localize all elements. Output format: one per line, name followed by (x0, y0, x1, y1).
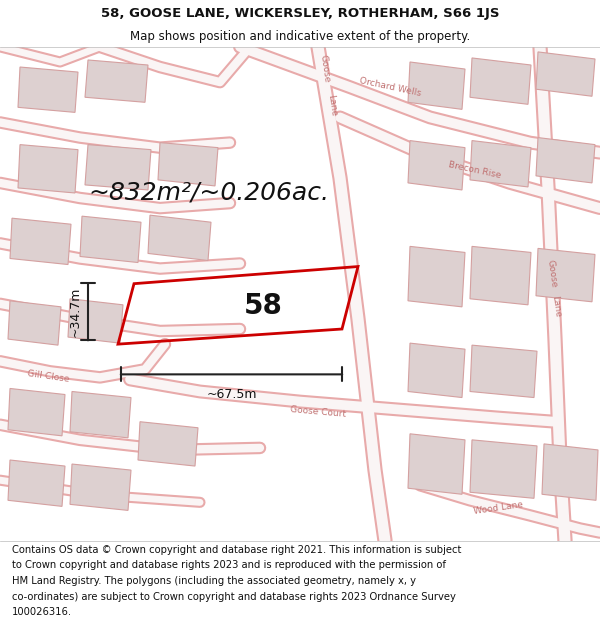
Polygon shape (408, 141, 465, 190)
Polygon shape (10, 218, 71, 264)
Text: Gill Close: Gill Close (26, 369, 70, 384)
Polygon shape (542, 444, 598, 501)
Polygon shape (470, 345, 537, 398)
Text: 100026316.: 100026316. (12, 608, 72, 618)
Text: ~832m²/~0.206ac.: ~832m²/~0.206ac. (88, 181, 329, 205)
Text: Lane: Lane (550, 296, 562, 318)
Polygon shape (85, 60, 148, 102)
Text: Goose: Goose (319, 54, 331, 84)
Text: Orchard Wells: Orchard Wells (358, 76, 422, 98)
Polygon shape (18, 144, 78, 193)
Text: HM Land Registry. The polygons (including the associated geometry, namely x, y: HM Land Registry. The polygons (includin… (12, 576, 416, 586)
Polygon shape (70, 391, 131, 438)
Polygon shape (470, 58, 531, 104)
Text: ~34.7m: ~34.7m (69, 287, 82, 337)
Polygon shape (80, 216, 141, 262)
Polygon shape (536, 52, 595, 96)
Text: 58: 58 (244, 292, 283, 320)
Polygon shape (70, 464, 131, 511)
Polygon shape (408, 343, 465, 398)
Polygon shape (18, 67, 78, 112)
Text: Contains OS data © Crown copyright and database right 2021. This information is : Contains OS data © Crown copyright and d… (12, 545, 461, 555)
Polygon shape (138, 422, 198, 466)
Polygon shape (470, 440, 537, 498)
Polygon shape (8, 460, 65, 506)
Polygon shape (408, 246, 465, 307)
Polygon shape (148, 215, 211, 261)
Text: Wood Lane: Wood Lane (473, 501, 523, 516)
Text: 58, GOOSE LANE, WICKERSLEY, ROTHERHAM, S66 1JS: 58, GOOSE LANE, WICKERSLEY, ROTHERHAM, S… (101, 7, 499, 19)
Polygon shape (536, 138, 595, 183)
Text: Map shows position and indicative extent of the property.: Map shows position and indicative extent… (130, 30, 470, 43)
Polygon shape (470, 141, 531, 187)
Polygon shape (408, 434, 465, 494)
Polygon shape (536, 248, 595, 302)
Polygon shape (470, 246, 531, 305)
Polygon shape (8, 389, 65, 436)
Text: co-ordinates) are subject to Crown copyright and database rights 2023 Ordnance S: co-ordinates) are subject to Crown copyr… (12, 592, 456, 602)
Text: to Crown copyright and database rights 2023 and is reproduced with the permissio: to Crown copyright and database rights 2… (12, 561, 446, 571)
Polygon shape (68, 299, 123, 343)
Text: Goose Court: Goose Court (290, 405, 346, 419)
Polygon shape (85, 144, 151, 190)
Text: ~67.5m: ~67.5m (206, 389, 257, 401)
Text: Lane: Lane (326, 94, 338, 117)
Polygon shape (408, 62, 465, 109)
Polygon shape (158, 142, 218, 186)
Text: Goose: Goose (545, 259, 559, 288)
Text: Brecon Rise: Brecon Rise (448, 160, 502, 180)
Polygon shape (8, 301, 61, 345)
